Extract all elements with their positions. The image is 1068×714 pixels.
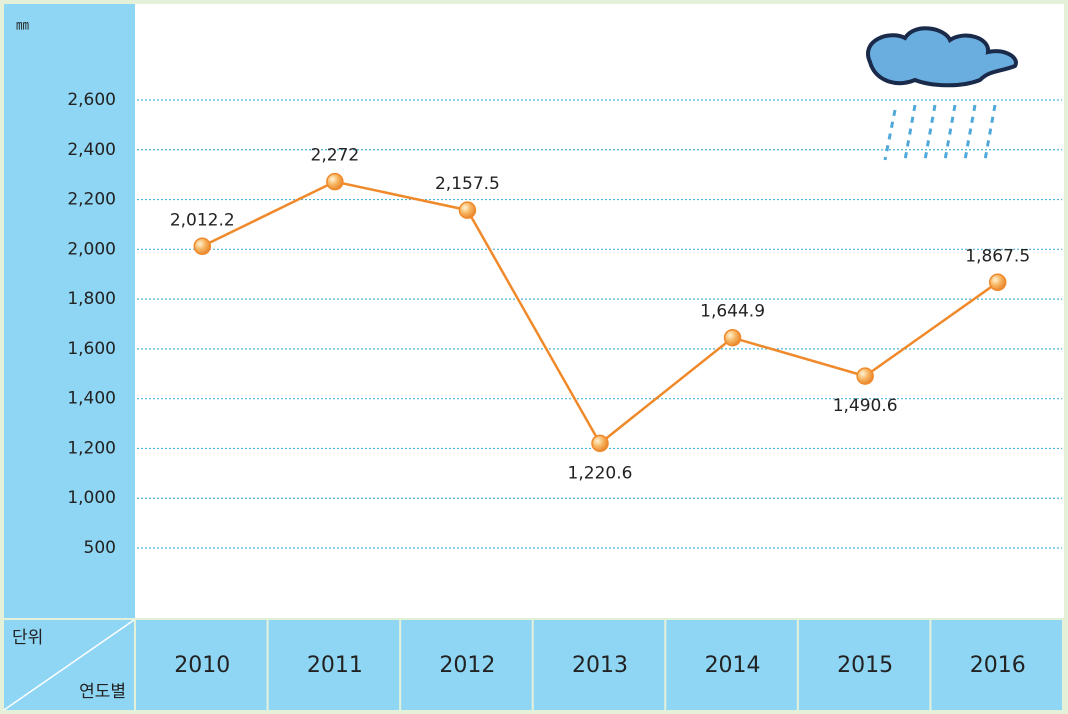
y-tick-label: 1,400 <box>67 389 116 409</box>
x-tick-label: 2010 <box>174 653 230 678</box>
x-cell <box>401 620 532 710</box>
x-cell <box>931 620 1062 710</box>
axis-panel <box>4 4 135 618</box>
value-label: 1,867.5 <box>965 246 1030 266</box>
point <box>326 172 344 191</box>
point <box>723 328 742 347</box>
point <box>458 201 477 219</box>
y-tick-label: 1,200 <box>67 438 116 458</box>
x-tick-label: 2014 <box>705 653 761 678</box>
value-label: 1,644.9 <box>700 302 765 322</box>
point <box>856 367 874 385</box>
value-label: 1,490.6 <box>833 396 898 416</box>
y-tick-label: 2,600 <box>67 90 116 110</box>
x-cell <box>268 620 400 710</box>
value-label: 2,012.2 <box>170 210 235 230</box>
x-tick-label: 2013 <box>572 653 628 678</box>
value-label: 1,220.6 <box>568 463 633 483</box>
y-tick-label: 1,800 <box>67 289 116 309</box>
x-tick-label: 2012 <box>439 653 495 678</box>
x-tick-label: 2015 <box>837 653 893 678</box>
value-label: 2,157.5 <box>435 174 500 194</box>
point <box>193 237 212 256</box>
corner-bottom: 연도별 <box>79 682 126 702</box>
point <box>988 273 1007 292</box>
y-tick-label: 2,000 <box>67 239 116 259</box>
x-tick-label: 2016 <box>970 653 1026 678</box>
y-tick-label: 500 <box>84 538 116 558</box>
y-tick-label: 1,600 <box>67 339 116 359</box>
y-tick-label: 1,000 <box>67 488 116 508</box>
point <box>591 434 609 453</box>
corner-top: 단위 <box>12 628 43 648</box>
y-unit: ㎜ <box>16 19 29 34</box>
rain-icon <box>866 26 1018 161</box>
y-tick-label: 2,400 <box>67 140 116 160</box>
plot-area <box>135 4 1064 618</box>
x-cell <box>136 620 267 710</box>
x-cell <box>533 620 665 710</box>
x-cell <box>666 620 797 710</box>
x-cell <box>798 620 930 710</box>
y-tick-label: 2,200 <box>67 190 116 210</box>
corner-diagonal <box>3 619 135 711</box>
value-label: 2,272 <box>311 146 360 166</box>
x-tick-label: 2011 <box>307 653 363 678</box>
